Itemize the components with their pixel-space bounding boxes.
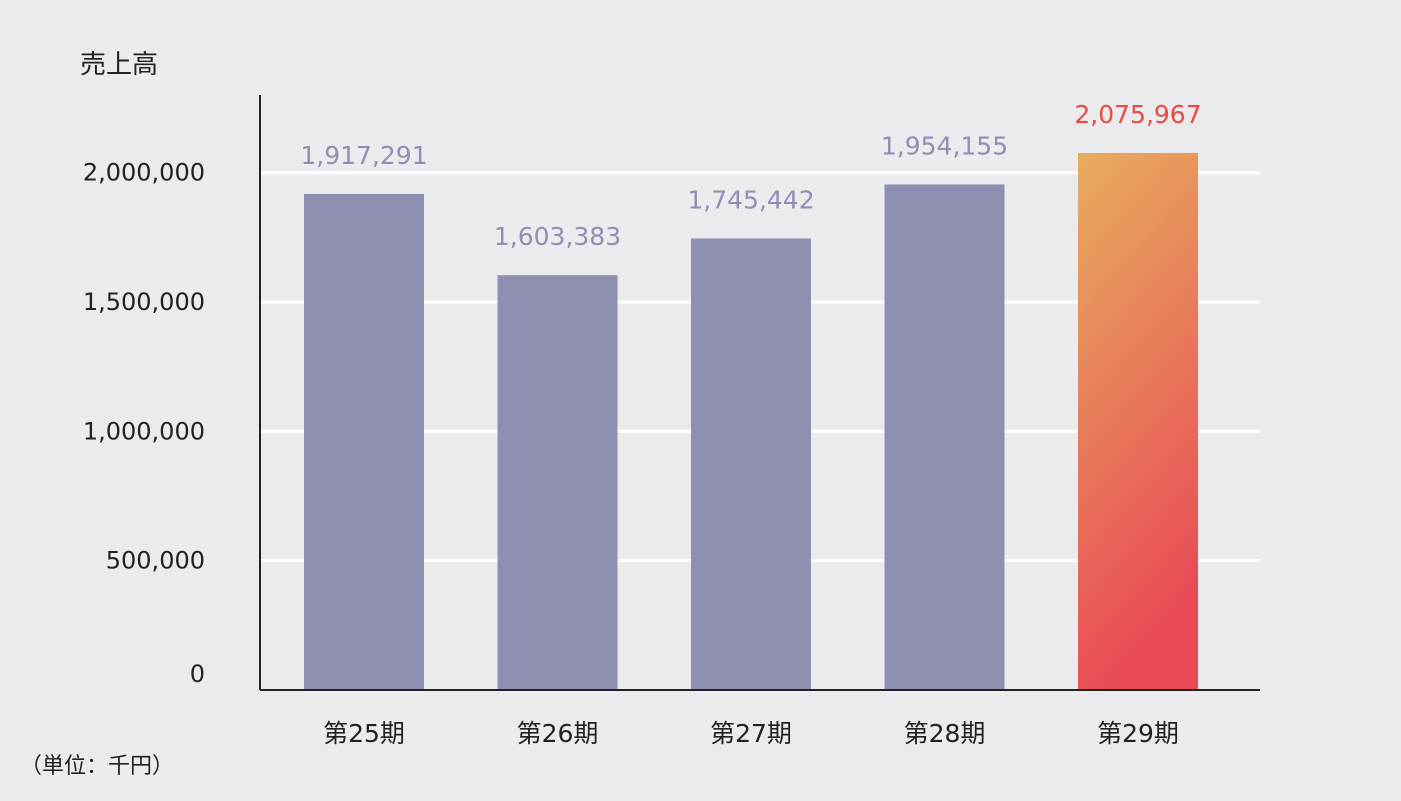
- x-tick-label: 第26期: [517, 719, 599, 748]
- y-tick-label: 2,000,000: [83, 159, 205, 187]
- x-tick-label: 第29期: [1097, 719, 1179, 748]
- bar: [691, 238, 811, 691]
- data-label: 2,075,967: [1074, 100, 1201, 129]
- bar: [884, 184, 1005, 690]
- unit-label: （単位：千円）: [20, 754, 175, 779]
- bar: [1078, 152, 1198, 690]
- y-tick-label: 0: [190, 660, 205, 688]
- y-tick-label: 1,000,000: [83, 417, 205, 445]
- label-layer: 1,917,291 1,603,383 1,745,442 1,954,155 2,07…: [300, 100, 1201, 251]
- bar: [497, 275, 618, 690]
- x-tick-label: 第25期: [323, 719, 405, 748]
- data-label: 1,954,155: [881, 131, 1008, 160]
- x-tick-label: 第28期: [904, 719, 986, 748]
- data-label: 1,603,383: [494, 222, 621, 251]
- x-tick-label: 第27期: [710, 719, 792, 748]
- chart-title: 売上高: [80, 50, 159, 80]
- bar: [304, 194, 424, 690]
- bar-layer: [304, 152, 1198, 691]
- y-tick-label: 1,500,000: [83, 288, 205, 316]
- axis-layer: 0 500,000 1,000,000 1,500,000 2,000,000 第25期 第…: [83, 95, 1260, 748]
- data-label: 1,917,291: [300, 141, 427, 170]
- data-label: 1,745,442: [687, 185, 814, 214]
- y-tick-label: 500,000: [106, 547, 205, 575]
